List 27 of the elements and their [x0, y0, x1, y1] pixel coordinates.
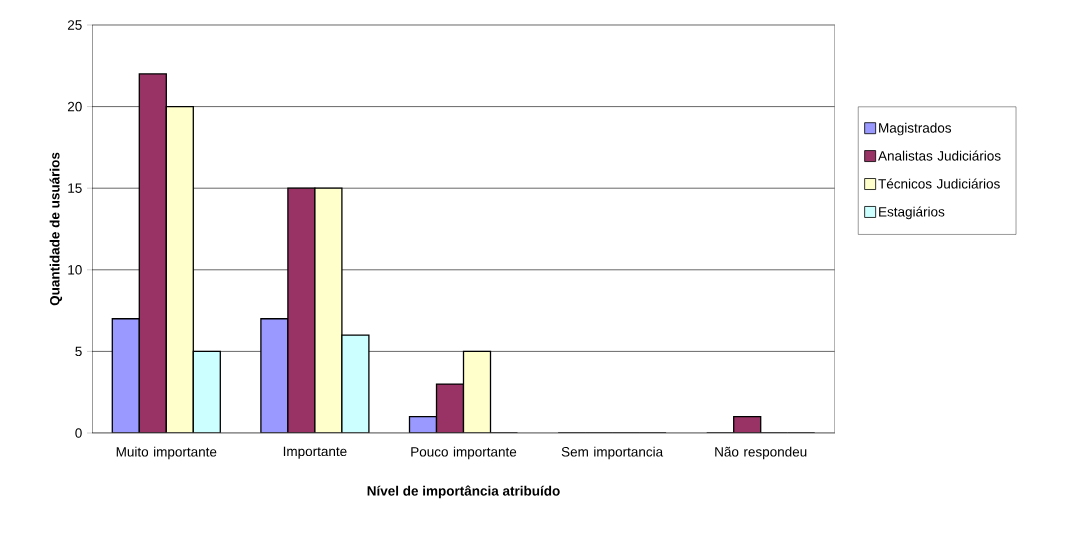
bar [111, 318, 140, 433]
x-tick-label: Muito importante [116, 446, 217, 460]
bar [165, 105, 194, 433]
bar [314, 187, 343, 433]
y-tick-label: 15 [68, 183, 82, 193]
x-tick-label: Pouco importante [411, 446, 517, 460]
y-tick-label: 20 [67, 101, 82, 112]
bar [260, 318, 289, 433]
x-tick-label: Importante [283, 446, 347, 459]
legend-label: Técnicos Judiciários [878, 178, 1000, 189]
legend-label: Analistas Judiciários [878, 150, 1001, 161]
y-tick-label: 0 [75, 428, 82, 438]
bar [341, 334, 370, 433]
y-axis-title: Quantidade de usuários [49, 152, 63, 306]
x-axis-title: Nível de importância atribuído [367, 485, 560, 499]
y-tick-label: 5 [75, 346, 82, 357]
legend-label: Estagiários [879, 206, 945, 220]
bar [462, 350, 492, 433]
y-tick-label: 10 [68, 265, 82, 275]
x-tick-label: Sem importancia [561, 446, 664, 460]
bar [435, 383, 465, 433]
y-tick-label: 25 [67, 20, 82, 30]
bar [138, 73, 167, 433]
bar [287, 187, 316, 433]
bar [192, 350, 221, 433]
legend-label: Magistrados [879, 122, 952, 136]
x-tick-label: Não respondeu [715, 446, 807, 460]
